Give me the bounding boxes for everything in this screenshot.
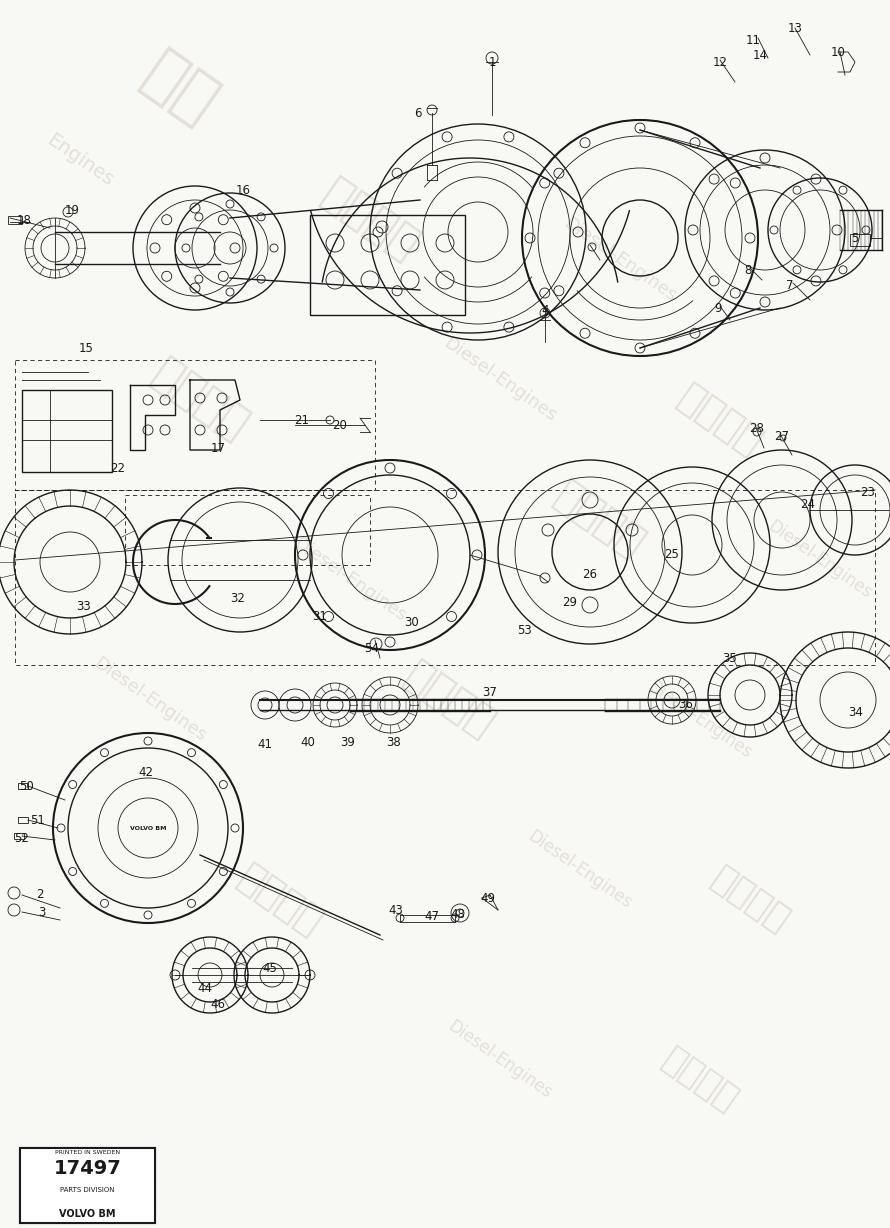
Text: 3: 3 <box>38 905 45 919</box>
Text: 20: 20 <box>333 419 347 431</box>
Text: 12: 12 <box>713 55 727 69</box>
Bar <box>20 1148 155 1223</box>
Text: 41: 41 <box>257 738 272 752</box>
Text: 6: 6 <box>414 107 422 119</box>
Text: 44: 44 <box>198 981 213 995</box>
Text: 紫发动力: 紫发动力 <box>314 172 426 268</box>
Text: 4: 4 <box>541 303 549 317</box>
Text: 34: 34 <box>848 706 863 718</box>
Bar <box>22 391 112 472</box>
Text: 50: 50 <box>19 780 34 792</box>
Text: 49: 49 <box>481 892 496 905</box>
Text: Diesel-Engines: Diesel-Engines <box>441 334 560 426</box>
Text: 7: 7 <box>786 279 794 291</box>
Text: 14: 14 <box>753 48 767 61</box>
Text: 29: 29 <box>562 596 578 609</box>
Bar <box>850 235 870 246</box>
Text: 紫发动力: 紫发动力 <box>656 1043 744 1117</box>
Text: 紫发动力: 紫发动力 <box>397 655 503 745</box>
Text: 54: 54 <box>365 641 379 655</box>
Text: 1: 1 <box>489 55 496 69</box>
Text: 紫发动力: 紫发动力 <box>144 351 256 448</box>
Text: 10: 10 <box>830 45 845 59</box>
Text: 紫发动力: 紫发动力 <box>705 861 795 938</box>
Text: 13: 13 <box>788 22 803 34</box>
Text: 53: 53 <box>516 624 531 636</box>
Text: Diesel-Engines: Diesel-Engines <box>644 678 756 763</box>
Text: 动力: 动力 <box>132 44 228 136</box>
Text: PRINTED IN SWEDEN: PRINTED IN SWEDEN <box>55 1151 120 1156</box>
Text: 8: 8 <box>744 264 752 276</box>
Text: 28: 28 <box>749 421 765 435</box>
Text: Diesel-Engines: Diesel-Engines <box>561 215 680 306</box>
Text: 51: 51 <box>30 813 45 826</box>
Text: 47: 47 <box>425 910 440 922</box>
Text: Diesel-Engines: Diesel-Engines <box>90 655 210 745</box>
Text: 25: 25 <box>665 548 679 560</box>
Text: 32: 32 <box>231 592 246 604</box>
Text: 紫发动力: 紫发动力 <box>547 474 653 566</box>
Text: 21: 21 <box>295 414 310 426</box>
Text: 43: 43 <box>389 904 403 916</box>
Text: 35: 35 <box>723 652 738 664</box>
Text: 39: 39 <box>341 736 355 749</box>
Text: 紫发动力: 紫发动力 <box>231 857 329 942</box>
Text: 27: 27 <box>774 430 789 442</box>
Text: 22: 22 <box>110 462 125 474</box>
Text: Engines: Engines <box>43 130 117 190</box>
Text: Diesel-Engines: Diesel-Engines <box>445 1018 555 1103</box>
Text: 紫发动力: 紫发动力 <box>671 378 769 463</box>
Text: 30: 30 <box>405 615 419 629</box>
Text: 45: 45 <box>263 962 278 975</box>
Text: 17: 17 <box>211 442 225 454</box>
Text: 36: 36 <box>678 698 693 711</box>
Text: 18: 18 <box>17 214 31 226</box>
Text: 52: 52 <box>14 831 29 845</box>
Text: PARTS DIVISION: PARTS DIVISION <box>61 1187 115 1192</box>
Text: 38: 38 <box>386 736 401 749</box>
Text: VOLVO BM: VOLVO BM <box>60 1210 116 1219</box>
Text: 17497: 17497 <box>53 1158 121 1178</box>
Text: 37: 37 <box>482 685 498 699</box>
Text: 15: 15 <box>78 341 93 355</box>
Text: 2: 2 <box>36 889 44 901</box>
Text: VOLVO BM: VOLVO BM <box>130 825 166 830</box>
Text: 46: 46 <box>211 998 225 1012</box>
Bar <box>14 833 24 839</box>
Text: 9: 9 <box>715 302 722 314</box>
Text: 48: 48 <box>450 907 465 921</box>
Text: 40: 40 <box>301 736 315 749</box>
Text: 16: 16 <box>236 183 250 196</box>
Text: 11: 11 <box>746 33 760 47</box>
Text: 42: 42 <box>139 766 153 780</box>
Text: 19: 19 <box>64 204 79 216</box>
Bar <box>310 215 465 316</box>
Bar <box>20 1148 155 1223</box>
Bar <box>18 783 28 790</box>
Bar <box>8 216 22 223</box>
Text: 5: 5 <box>852 232 859 244</box>
Bar <box>18 817 28 823</box>
Text: 33: 33 <box>77 599 92 613</box>
Text: Diesel-Engines: Diesel-Engines <box>290 534 409 625</box>
Text: 31: 31 <box>312 609 328 623</box>
Text: 23: 23 <box>861 485 876 499</box>
Text: Diesel-Engines: Diesel-Engines <box>765 517 876 603</box>
Text: Diesel-Engines: Diesel-Engines <box>524 828 635 912</box>
Text: 24: 24 <box>800 497 815 511</box>
Text: 26: 26 <box>582 567 597 581</box>
